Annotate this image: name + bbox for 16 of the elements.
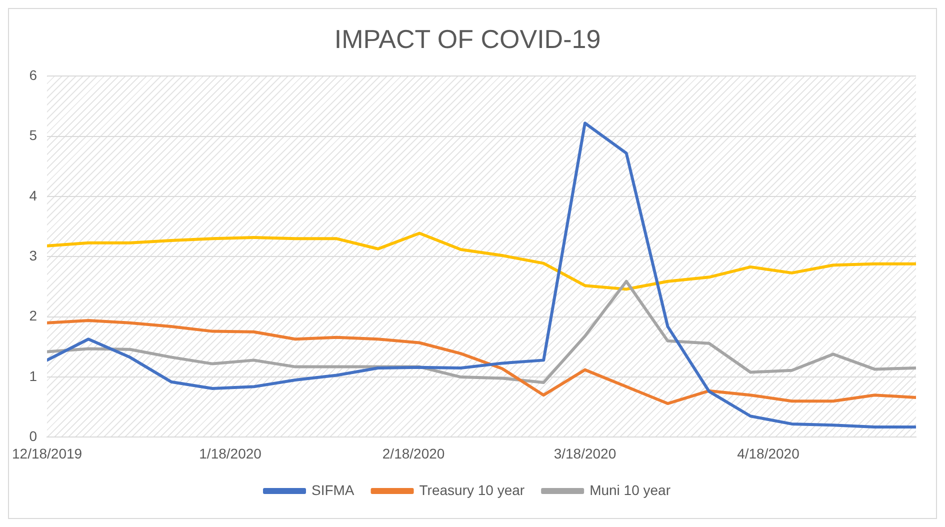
legend-label: Treasury 10 year	[419, 482, 525, 498]
y-tick-label: 3	[29, 248, 38, 264]
chart-title: IMPACT OF COVID-19	[334, 24, 601, 54]
x-tick-label: 12/18/2019	[12, 445, 82, 462]
legend-label: SIFMA	[311, 482, 355, 498]
y-tick-label: 0	[29, 428, 38, 444]
y-tick-label: 1	[29, 368, 38, 384]
x-tick-label: 4/18/2020	[737, 445, 800, 462]
y-tick-label: 2	[29, 308, 38, 324]
x-tick-label: 3/18/2020	[554, 445, 616, 462]
x-tick-label: 2/18/2020	[382, 445, 445, 462]
y-tick-label: 6	[29, 67, 38, 84]
x-tick-label: 1/18/2020	[199, 445, 262, 462]
y-tick-label: 5	[29, 127, 38, 144]
y-tick-label: 4	[29, 187, 38, 204]
legend-label: Muni 10 year	[590, 482, 671, 498]
